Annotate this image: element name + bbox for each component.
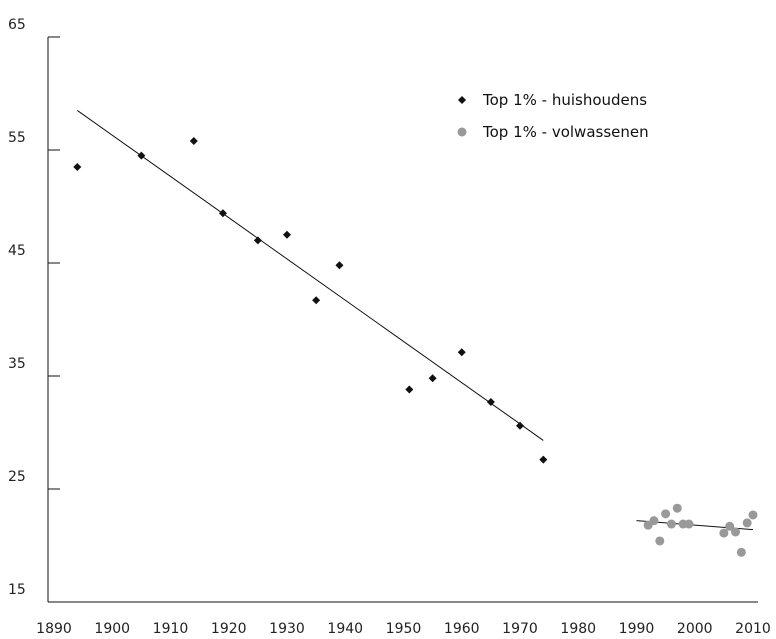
x-tick-label: 1960 [444, 621, 480, 637]
data-point [539, 455, 548, 464]
y-tick-label: 55 [8, 130, 26, 146]
x-tick-label: 1890 [36, 621, 72, 637]
legend-label: Top 1% - volwassenen [482, 123, 649, 141]
data-point [725, 521, 735, 531]
x-tick-label: 1950 [386, 621, 422, 637]
legend-label: Top 1% - huishoudens [482, 91, 647, 109]
data-point [684, 519, 694, 529]
data-point [736, 547, 746, 557]
data-point [516, 421, 524, 430]
x-tick-label: 1980 [560, 621, 596, 637]
data-point [672, 503, 682, 513]
x-tick-label: 1930 [269, 621, 305, 637]
data-point [428, 374, 437, 383]
data-point [253, 236, 262, 245]
data-point [748, 510, 758, 520]
x-ticks: 1890 1900 1910 1920 1930 1940 1950 1960 1970 1980… [36, 621, 771, 637]
data-point [283, 230, 291, 239]
y-ticks: 15 25 35 45 55 65 [8, 17, 60, 603]
data-point [335, 261, 344, 270]
legend: Top 1% - huishoudens Top 1% - volwassenen [457, 91, 649, 141]
legend-marker [458, 96, 466, 104]
data-point [731, 527, 741, 537]
data-point [73, 162, 82, 171]
legend-marker [457, 127, 467, 137]
data-point [137, 151, 146, 160]
y-tick-label: 35 [8, 356, 26, 372]
trend-lines [77, 110, 754, 531]
x-tick-label: 1910 [153, 621, 189, 637]
data-point [189, 136, 198, 145]
data-point [661, 509, 671, 519]
x-tick-label: 1920 [211, 621, 247, 637]
x-tick-label: 1900 [94, 621, 130, 637]
data-point [666, 519, 676, 529]
y-tick-label: 65 [8, 17, 26, 33]
data-point [218, 209, 227, 218]
data-point [742, 518, 752, 528]
data-point [719, 528, 729, 538]
trend-line [77, 110, 544, 441]
y-tick-label: 25 [8, 469, 26, 485]
data-point [655, 536, 665, 546]
x-tick-label: 1990 [619, 621, 655, 637]
x-tick-label: 1970 [502, 621, 538, 637]
x-tick-label: 2000 [677, 621, 713, 637]
data-point [312, 296, 321, 305]
y-tick-label: 15 [8, 582, 26, 598]
axes [47, 37, 758, 603]
data-point [649, 516, 659, 526]
x-tick-label: 2010 [735, 621, 771, 637]
y-tick-label: 45 [8, 243, 26, 259]
data-point [457, 348, 466, 357]
data-point [405, 385, 414, 394]
data-point [486, 397, 495, 406]
x-tick-label: 1940 [327, 621, 363, 637]
data-points [73, 136, 758, 557]
